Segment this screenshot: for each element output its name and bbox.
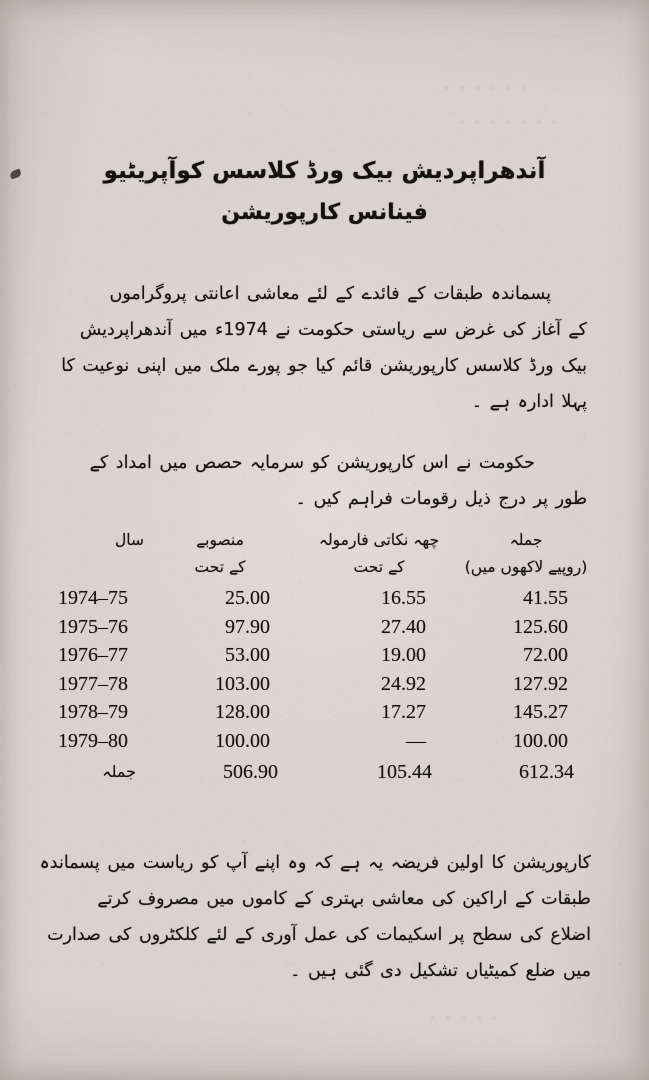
table-header-row: جملہ (روپیے لاکھوں میں) چھہ نکاتی فارمول… xyxy=(54,527,594,581)
duty-line-3: اضلاع کی سطح پر اسکیمات کی عمل آوری کے ل… xyxy=(47,925,591,945)
cell-total: 145.27 xyxy=(513,701,568,723)
title-line-2: فینانس کارپوریشن xyxy=(221,199,428,225)
cell-six-point: — xyxy=(406,729,426,752)
cell-total: 125.60 xyxy=(513,615,568,638)
cell-six-point: 16.55 xyxy=(381,587,426,609)
intro-line-3: بیک ورڈ کلاسس کارپوریشن قائم کیا جو پورے… xyxy=(61,356,587,376)
funding-table: جملہ (روپیے لاکھوں میں) چھہ نکاتی فارمول… xyxy=(54,524,594,789)
header-plan-main: منصوبے xyxy=(196,531,244,549)
table-row: 41.55 16.55 25.00 1974–75 xyxy=(54,584,594,613)
cell-year: 1975–76 xyxy=(58,615,128,638)
table-total-row: 612.34 105.44 506.90 جملہ xyxy=(54,758,594,786)
cell-year: 1979–80 xyxy=(58,729,128,752)
header-six-point-sub: کے تحت xyxy=(353,558,405,576)
intro-paragraph: پسماندہ طبقات کے فائدے کے لئے معاشی اعان… xyxy=(61,276,587,420)
cell-year: 1978–79 xyxy=(58,701,128,723)
total-row-label: جملہ xyxy=(102,762,136,781)
table-row: 145.27 17.27 128.00 1978–79 xyxy=(54,698,594,727)
total-cell-total: 612.34 xyxy=(519,761,574,783)
cell-plan: 25.00 xyxy=(225,587,270,609)
header-plan-sub: کے تحت xyxy=(194,558,246,576)
cell-plan: 97.90 xyxy=(225,615,270,638)
cell-total: 72.00 xyxy=(523,644,568,666)
table-row: 127.92 24.92 103.00 1977–78 xyxy=(54,670,594,699)
title-line-1: آندھراپردیش بیک ورڈ کلاسس کوآپریٹیو xyxy=(103,158,546,184)
header-year-main: سال xyxy=(115,531,144,549)
page-title: آندھراپردیش بیک ورڈ کلاسس کوآپریٹیو فینا… xyxy=(70,150,579,233)
table-row: 72.00 19.00 53.00 1976–77 xyxy=(54,641,594,670)
showthrough-line: ‎﮼ ‎﮼ ‎﮼ ‎﮼ ‎﮼ xyxy=(427,1001,499,1021)
intro-line-4: پہلا ادارہ ہے ۔ xyxy=(471,392,587,412)
duty-paragraph: کارپوریشن کا اولین فریضہ یہ ہے کہ وہ اپن… xyxy=(39,845,591,989)
cell-plan: 103.00 xyxy=(215,672,270,695)
cell-total: 41.55 xyxy=(523,587,568,609)
funding-table-wrapper: جملہ (روپیے لاکھوں میں) چھہ نکاتی فارمول… xyxy=(54,524,594,789)
showthrough-line: ‎﮼ ‎﮼ ‎﮼ ‎﮼ ‎﮼ ‎﮼ ‎﮼ xyxy=(456,105,559,125)
intro-line-1: پسماندہ طبقات کے فائدے کے لئے معاشی اعان… xyxy=(109,284,551,304)
grant-line-2: طور پر درج ذیل رقومات فراہم کیں ۔ xyxy=(295,489,587,509)
cell-six-point: 24.92 xyxy=(381,672,426,695)
total-cell-plan: 506.90 xyxy=(223,761,278,783)
grant-paragraph: حکومت نے اس کارپوریشن کو سرمایہ حصص میں … xyxy=(67,445,587,517)
table-row: 125.60 27.40 97.90 1975–76 xyxy=(54,613,594,642)
intro-line-2: کے آغاز کی غرض سے ریاستی حکومت نے 1974ء … xyxy=(79,320,587,340)
table-row: 100.00 — 100.00 1979–80 xyxy=(54,727,594,756)
duty-line-1: کارپوریشن کا اولین فریضہ یہ ہے کہ وہ اپن… xyxy=(39,853,591,873)
showthrough-line: ‎﮼ ‎﮼ ‎﮼ ‎﮼ ‎﮼ ‎﮼ xyxy=(442,71,529,91)
table-rule-bottom xyxy=(54,786,594,789)
cell-year: 1976–77 xyxy=(58,644,128,666)
header-year: سال xyxy=(54,527,150,581)
duty-line-2: طبقات کے اراکین کی معاشی بہتری کے کاموں … xyxy=(97,889,591,909)
cell-plan: 128.00 xyxy=(215,701,270,723)
cell-total: 100.00 xyxy=(513,729,568,752)
cell-year: 1974–75 xyxy=(58,587,128,609)
header-plan: منصوبے کے تحت xyxy=(150,527,300,581)
header-total-main: جملہ xyxy=(509,531,543,549)
cell-plan: 53.00 xyxy=(225,644,270,666)
header-six-point-main: چھہ نکاتی فارمولہ xyxy=(318,531,440,549)
header-six-point: چھہ نکاتی فارمولہ کے تحت xyxy=(300,527,458,581)
total-cell-six-point: 105.44 xyxy=(377,761,432,783)
grant-line-1: حکومت نے اس کارپوریشن کو سرمایہ حصص میں … xyxy=(89,453,535,473)
cell-plan: 100.00 xyxy=(215,729,270,752)
duty-line-4: میں ضلع کمیٹیاں تشکیل دی گئی ہیں ۔ xyxy=(290,961,591,981)
cell-six-point: 17.27 xyxy=(381,701,426,723)
cell-six-point: 19.00 xyxy=(381,644,426,666)
cell-six-point: 27.40 xyxy=(381,615,426,638)
header-total: جملہ (روپیے لاکھوں میں) xyxy=(458,527,594,581)
ink-smudge-mark xyxy=(9,168,22,180)
header-total-sub: (روپیے لاکھوں میں) xyxy=(464,558,588,576)
cell-total: 127.92 xyxy=(513,672,568,695)
cell-year: 1977–78 xyxy=(58,672,128,695)
